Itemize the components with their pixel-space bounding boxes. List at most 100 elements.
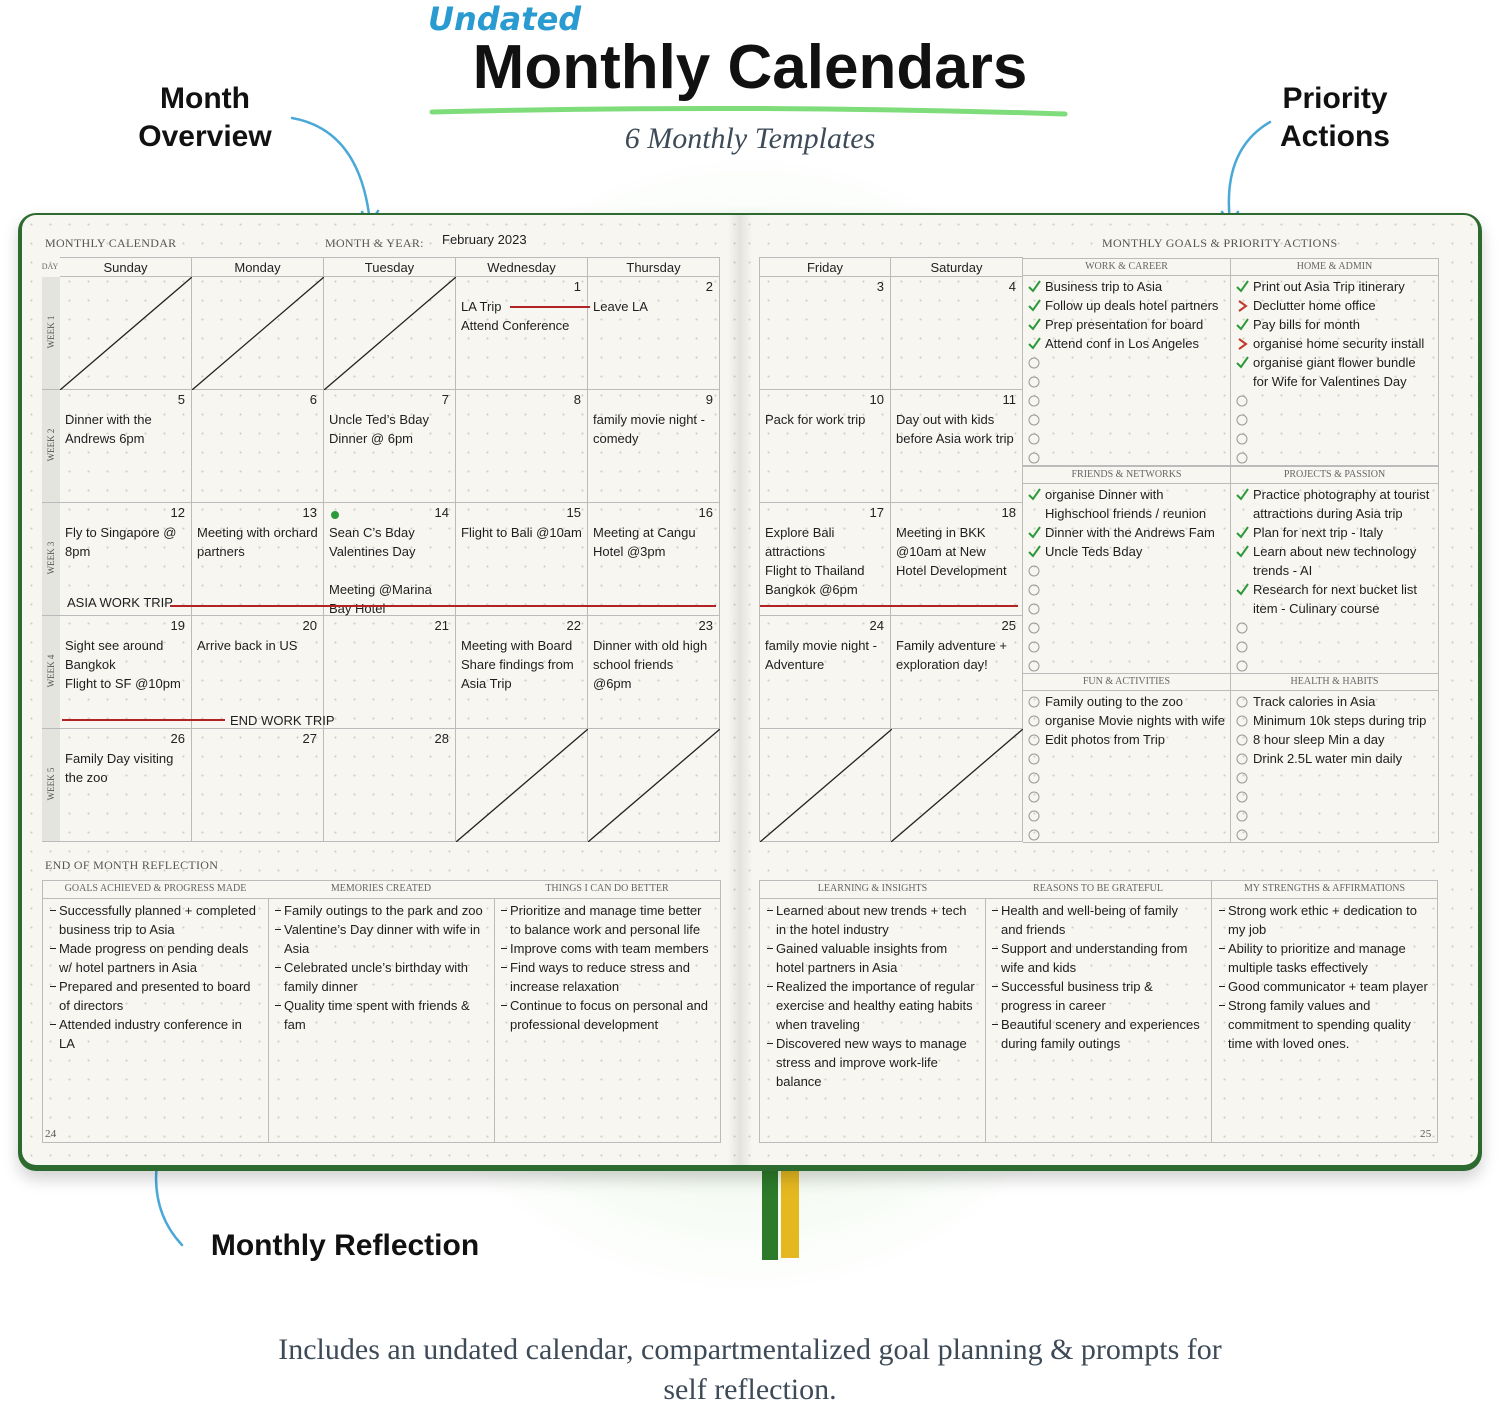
callout: Month Overview — [138, 82, 272, 153]
notes: Uncle Ted’s Bday Dinner @ 6pm — [329, 410, 451, 448]
reflection-text: Successfully planned + completed busines… — [59, 903, 256, 937]
dash — [992, 948, 998, 950]
reflection-text: Prepared and presented to board of direc… — [59, 979, 251, 1013]
callout: Priority Actions — [1279, 82, 1390, 153]
reflection-box: LEARNING & INSIGHTS Learned about new tre… — [759, 880, 986, 1143]
footer: Includes an undated calendar, compartmen… — [278, 1333, 1222, 1406]
empty-row — [1231, 618, 1438, 637]
notes: family movie night - Adventure — [765, 636, 887, 674]
reflection-text: Ability to prioritize and manage multipl… — [1228, 941, 1406, 975]
dash — [50, 1024, 56, 1026]
goal-section: WORK & CAREER Business trip to Asia Follow… — [1023, 258, 1231, 466]
day-header: Thursday — [588, 257, 720, 277]
notes: Sight see around Bangkok Flight to SF @10… — [65, 636, 187, 693]
notes: LA Trip Attend Conference — [461, 297, 583, 335]
empty-circle — [1236, 660, 1248, 672]
reflection-text: Attended industry conference in LA — [59, 1017, 242, 1051]
empty-row — [1231, 768, 1438, 787]
week-label: WEEK 5 — [42, 729, 60, 842]
reflection-text: Strong work ethic + dedication to my job — [1228, 903, 1417, 937]
note: Sean C’s Bday — [329, 525, 415, 540]
day-label: DAY — [41, 262, 59, 271]
underline — [429, 105, 1068, 117]
goal-item: organise Dinner with Highschool friends … — [1023, 485, 1230, 523]
status-icon — [1028, 280, 1041, 293]
goal-item: Follow up deals hotel partners — [1023, 296, 1230, 315]
notes: Meeting with Board Share findings from A… — [461, 636, 583, 693]
notes: Family Day visiting the zoo — [65, 749, 187, 787]
reflection-text: Prioritize and manage time better to bal… — [510, 903, 702, 937]
notes: Explore Bali attractions Flight to Thaila… — [765, 523, 887, 618]
reflection-text: Made progress on pending deals w/ hotel … — [59, 941, 249, 975]
status-icon — [1028, 526, 1041, 539]
notes: Dinner with old high school friends @6pm — [593, 636, 715, 693]
date: 7 — [441, 392, 449, 407]
date: 12 — [170, 505, 185, 520]
goal-text: Learn about new technology trends - AI — [1253, 544, 1417, 578]
note: Pack for work trip — [765, 412, 866, 427]
reflection-box: MY STRENGTHS & AFFIRMATIONS Strong work e… — [1212, 880, 1438, 1143]
empty-row — [1023, 410, 1230, 429]
reflection-items: Strong work ethic + dedication to my job… — [1218, 901, 1430, 1053]
heading: END OF MONTH REFLECTION — [45, 858, 219, 872]
reflection-text: Discovered new ways to manage stress and… — [776, 1036, 967, 1089]
week-text: WEEK 2 — [46, 428, 56, 461]
reflection-text: Health and well-being of family and frie… — [1001, 903, 1179, 937]
empty-row — [1023, 580, 1230, 599]
goal-text: 8 hour sleep Min a day — [1253, 732, 1385, 747]
goal-text: Follow up deals hotel partners — [1045, 298, 1219, 313]
notes: Dinner with the Andrews 6pm — [65, 410, 187, 448]
date: 4 — [1008, 279, 1016, 294]
goal-item: Attend conf in Los Angeles — [1023, 334, 1230, 353]
reflection-title: MEMORIES CREATED — [268, 881, 494, 899]
reflection-item: Attended industry conference in LA — [49, 1015, 261, 1053]
goal-items: Practice photography at tourist attracti… — [1231, 485, 1438, 675]
reflection-item: Celebrated uncle’s birthday with family … — [274, 958, 486, 996]
goal-item: Drink 2.5L water min daily — [1231, 749, 1438, 768]
goal-text: Business trip to Asia — [1045, 279, 1163, 294]
calendar-cell: 3 — [759, 277, 891, 390]
note: Flight to Thailand Bangkok @6pm — [765, 563, 865, 597]
dash — [50, 986, 56, 988]
week-text: WEEK 5 — [46, 767, 56, 800]
calendar-cell — [588, 729, 720, 842]
goal-item: Print out Asia Trip itinerary — [1231, 277, 1438, 296]
calendar-cell: 12 Fly to Singapore @ 8pm — [60, 503, 192, 616]
calendar-cell: 19 Sight see around Bangkok Flight to SF @… — [60, 616, 192, 729]
month-year: February 2023 — [442, 232, 527, 247]
empty-circle — [1028, 810, 1040, 822]
goal-item: Minimum 10k steps during trip — [1231, 711, 1438, 730]
date: 1 — [573, 279, 581, 294]
goal-items: Family outing to the zoo organise Movie n… — [1023, 692, 1230, 844]
reflection-text: Family outings to the park and zoo — [284, 903, 483, 918]
day-header: Friday — [759, 257, 891, 277]
empty-row — [1231, 806, 1438, 825]
reflection-text: Support and understanding from wife and … — [1001, 941, 1188, 975]
empty-circle — [1028, 829, 1040, 841]
notes: Fly to Singapore @ 8pm — [65, 523, 187, 561]
calendar-cell: 14 Sean C’s Bday Valentines Day Meeting @Ma… — [324, 503, 456, 616]
status-icon — [1236, 280, 1249, 293]
page-number: 25 — [1420, 1128, 1432, 1140]
calendar-cell: 17 Explore Bali attractions Flight to Thai… — [759, 503, 891, 616]
date: 23 — [698, 618, 713, 633]
empty-circle — [1236, 622, 1248, 634]
calendar-cell: 26 Family Day visiting the zoo — [60, 729, 192, 842]
reflection-item: Strong family values and commitment to s… — [1218, 996, 1430, 1053]
left-page — [22, 215, 740, 1165]
note: Family adventure + exploration day! — [896, 638, 1007, 672]
dash — [767, 948, 773, 950]
reflection-title: LEARNING & INSIGHTS — [760, 881, 985, 899]
empty-row — [1023, 599, 1230, 618]
status-icon — [1236, 545, 1249, 558]
reflection-box: REASONS TO BE GRATEFUL Health and well-be… — [985, 880, 1212, 1143]
week-label: WEEK 2 — [42, 390, 60, 503]
goal-items: Print out Asia Trip itinerary Declutter h… — [1231, 277, 1438, 467]
dash — [50, 948, 56, 950]
calendar-cell: 20 Arrive back in US — [192, 616, 324, 729]
status-icon — [1028, 337, 1041, 350]
notes: Family adventure + exploration day! — [896, 636, 1018, 674]
reflection-item: Valentine’s Day dinner with wife in Asia — [274, 920, 486, 958]
empty-circle — [1028, 376, 1040, 388]
day-header: Tuesday — [324, 257, 456, 277]
